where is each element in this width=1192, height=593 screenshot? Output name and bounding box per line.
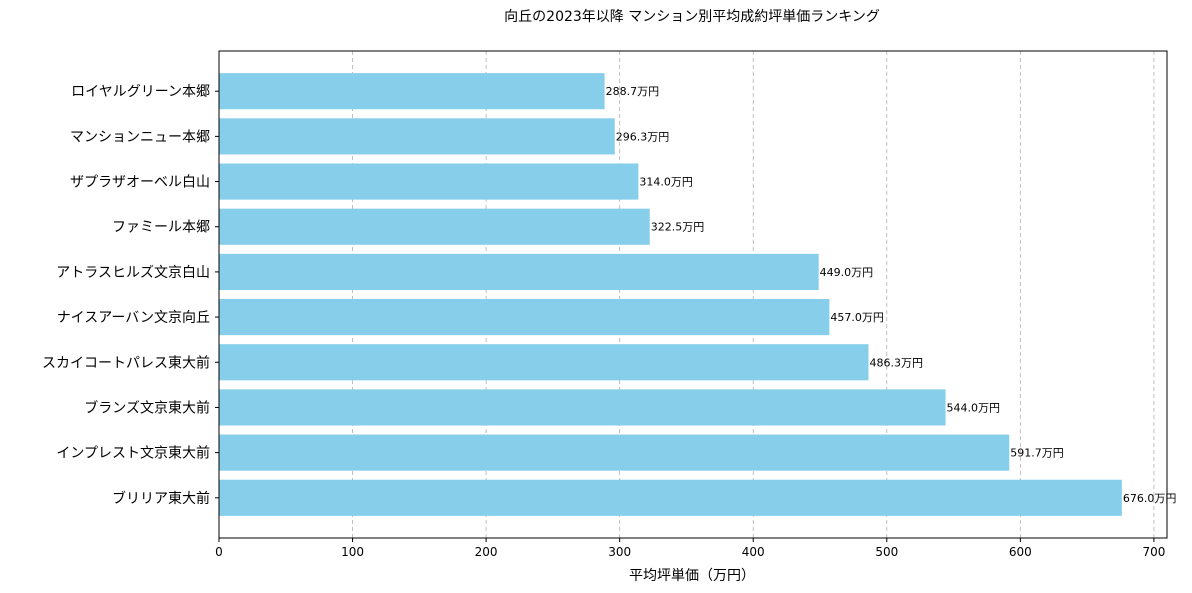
bar bbox=[219, 299, 830, 336]
bar bbox=[219, 163, 639, 200]
plot-frame bbox=[218, 50, 1168, 539]
data-label: 457.0万円 bbox=[830, 311, 884, 324]
x-tick-label: 700 bbox=[1142, 545, 1165, 559]
y-tick-label: ロイヤルグリーン本郷 bbox=[71, 84, 210, 100]
y-tick-label: スカイコートパレス東大前 bbox=[42, 354, 210, 371]
x-tick-label: 100 bbox=[341, 545, 364, 559]
chart-title: 向丘の2023年以降 マンション別平均成約坪単価ランキング bbox=[504, 9, 880, 25]
bar bbox=[219, 479, 1122, 516]
bar bbox=[219, 208, 650, 245]
y-tick-label: ナイスアーバン文京向丘 bbox=[57, 310, 210, 326]
bar bbox=[219, 253, 819, 290]
y-tick-label: インプレスト文京東大前 bbox=[56, 445, 210, 462]
x-tick-label: 400 bbox=[742, 545, 765, 559]
y-tick-label: アトラスヒルズ文京白山 bbox=[56, 265, 210, 281]
y-tick-label: ブランズ文京東大前 bbox=[84, 399, 210, 416]
bar bbox=[219, 344, 869, 381]
data-label: 322.5万円 bbox=[651, 221, 705, 234]
bar bbox=[219, 73, 605, 110]
data-label: 314.0万円 bbox=[639, 176, 693, 189]
data-label: 676.0万円 bbox=[1123, 492, 1177, 505]
data-label: 544.0万円 bbox=[947, 401, 1001, 414]
y-tick-label: マンションニュー本郷 bbox=[70, 129, 210, 145]
y-tick-label: ブリリア東大前 bbox=[112, 490, 210, 507]
x-tick-label: 600 bbox=[1009, 545, 1032, 559]
bar bbox=[219, 434, 1010, 471]
x-tick-label: 0 bbox=[215, 545, 223, 559]
y-tick-label: ファミール本郷 bbox=[112, 220, 210, 236]
data-label: 296.3万円 bbox=[616, 130, 670, 143]
data-label: 486.3万円 bbox=[869, 356, 923, 369]
bar bbox=[219, 389, 946, 426]
data-label: 591.7万円 bbox=[1010, 447, 1064, 460]
bar bbox=[219, 118, 615, 155]
x-axis-label: 平均坪単価（万円） bbox=[629, 568, 755, 584]
data-label: 288.7万円 bbox=[606, 85, 660, 98]
x-tick-label: 200 bbox=[475, 545, 498, 559]
x-tick-label: 300 bbox=[608, 545, 631, 559]
x-tick-label: 500 bbox=[875, 545, 898, 559]
data-label: 449.0万円 bbox=[820, 266, 874, 279]
y-tick-label: ザプラザオーベル白山 bbox=[70, 175, 210, 191]
